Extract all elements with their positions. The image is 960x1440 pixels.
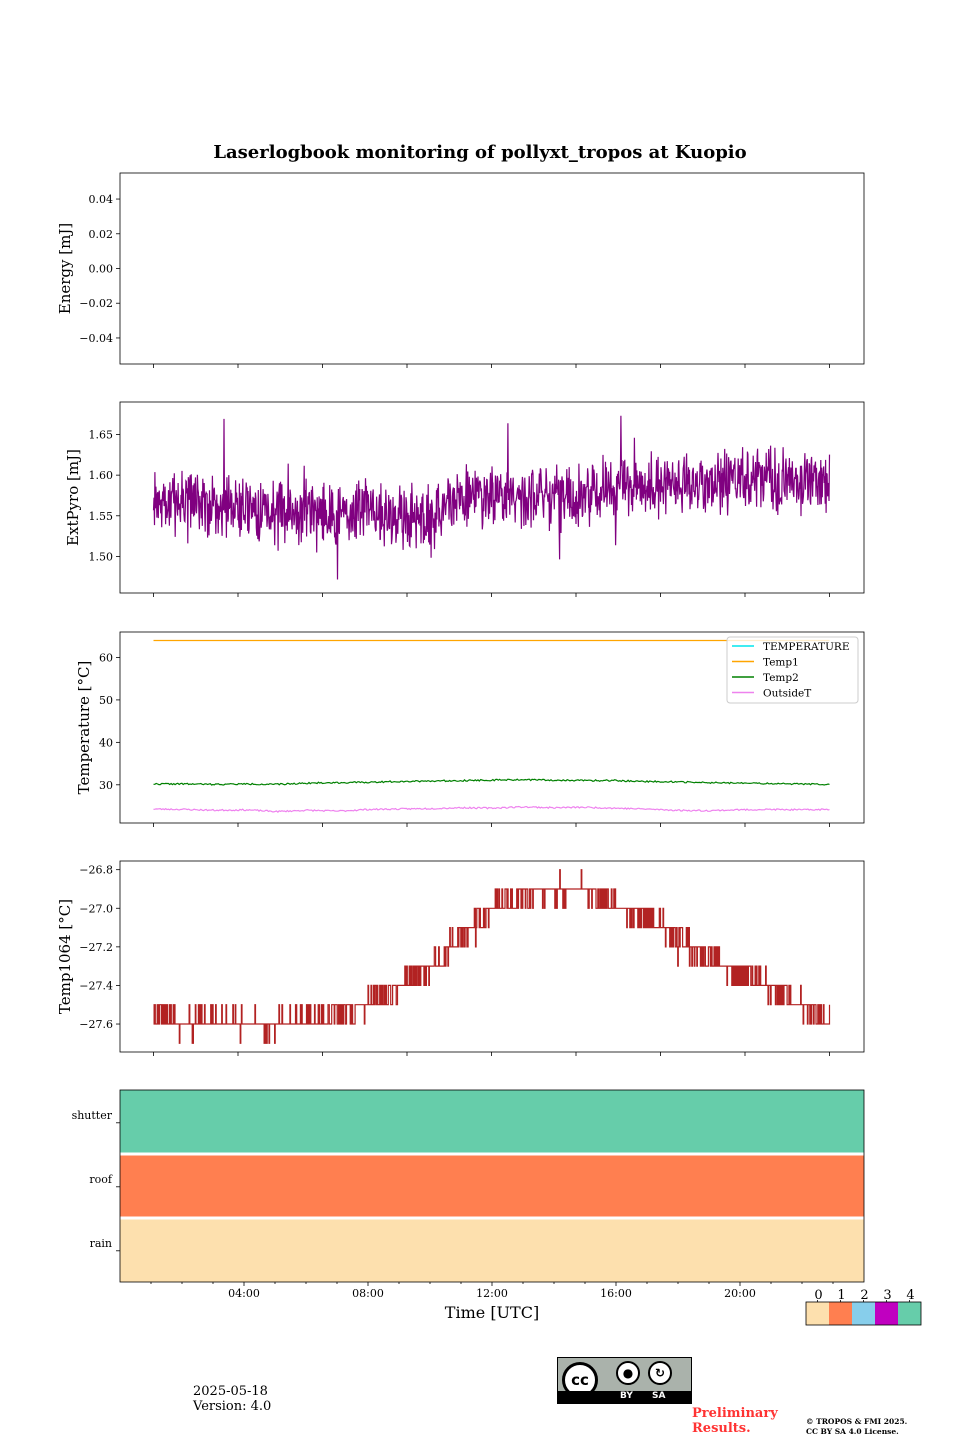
y-tick-label: 30	[99, 779, 113, 792]
panel-frame	[119, 172, 865, 365]
colorbar-label-4: 4	[906, 1288, 914, 1303]
version-label: Version: 4.0	[193, 1399, 272, 1414]
y-tick-label: 1.60	[89, 469, 114, 482]
colorbar-cell-2	[852, 1302, 875, 1325]
y-tick-label: −27.0	[79, 902, 113, 915]
attribution-icon: ●	[616, 1361, 640, 1385]
y-axis-label: Temperature [°C]	[75, 661, 93, 795]
series-line-outsidet	[153, 805, 830, 814]
colorbar-cell-3	[875, 1302, 898, 1325]
cc-license-bar: BY SA	[558, 1391, 691, 1403]
y-tick-label: 1.55	[89, 510, 114, 523]
colorbar-label-0: 0	[814, 1288, 822, 1303]
colorbar-cell-4	[898, 1302, 921, 1325]
series-line-temp2	[153, 778, 830, 786]
y-tick-label: −27.2	[79, 941, 113, 954]
colorbar-cell-0	[806, 1302, 829, 1325]
panel-frame	[119, 401, 865, 594]
y-tick-label: 60	[99, 651, 113, 664]
y-tick-label: 0.02	[89, 228, 114, 241]
x-axis-label: Time [UTC]	[445, 1303, 539, 1322]
row-label-roof: roof	[89, 1173, 113, 1186]
colorbar-label-3: 3	[883, 1288, 891, 1303]
legend-box	[726, 636, 859, 704]
colorbar-frame	[805, 1301, 922, 1326]
colorbar-cell-1	[829, 1302, 852, 1325]
panel-3: 30 40 50 60 Temperature [°C] TEMPERATURE Temp1…	[75, 631, 865, 827]
status-row-roof	[120, 1155, 864, 1217]
y-axis-label: ExtPyro [mJ]	[64, 449, 82, 546]
panel-frame	[119, 860, 865, 1053]
y-tick-label: 40	[99, 736, 113, 749]
y-axis-label: Energy [mJ]	[56, 223, 74, 314]
colorbar-label-1: 1	[837, 1288, 845, 1303]
figure-title: Laserlogbook monitoring of pollyxt_tropo…	[213, 142, 746, 163]
row-label-shutter: shutter	[72, 1109, 113, 1122]
panel-4: −27.6 −27.4 −27.2 −27.0 −26.8 Temp1064 [°C]	[56, 860, 865, 1056]
share-alike-icon: ↻	[648, 1361, 672, 1385]
y-axis-label: Temp1064 [°C]	[56, 899, 74, 1014]
x-tick-label: 08:00	[352, 1287, 384, 1300]
y-tick-label: 50	[99, 694, 113, 707]
status-row-shutter	[120, 1090, 864, 1153]
legend-label-outsidet: OutsideT	[763, 688, 811, 700]
date-version-block: 2025-05-18 Version: 4.0	[193, 1384, 271, 1414]
copyright-line-1: © TROPOS & FMI 2025.	[806, 1417, 908, 1426]
y-tick-label: 1.50	[89, 550, 114, 563]
date-label: 2025-05-18	[193, 1384, 268, 1399]
panel-frame	[119, 631, 865, 824]
x-tick-label: 20:00	[724, 1287, 756, 1300]
x-tick-label: 12:00	[476, 1287, 508, 1300]
x-tick-label: 04:00	[228, 1287, 260, 1300]
panel-5: shutter roof rain 04:00 08:00 12:00 16:00 20:00…	[72, 1089, 922, 1326]
copyright-line-2: CC BY SA 4.0 License.	[806, 1427, 899, 1436]
y-tick-label: 1.65	[89, 429, 114, 442]
colorbar-label-2: 2	[860, 1288, 868, 1303]
series-line-temp1064	[153, 869, 831, 1044]
series-line-extpyro	[152, 415, 831, 580]
y-tick-label: −27.4	[79, 979, 113, 992]
y-tick-label: −0.02	[79, 297, 113, 310]
legend-label-temperature: TEMPERATURE	[763, 641, 850, 653]
panel-2: 1.50 1.55 1.60 1.65 ExtPyro [mJ]	[64, 401, 865, 597]
preliminary-label: Preliminary Results.	[692, 1406, 778, 1436]
legend: TEMPERATURE Temp1 Temp2 OutsideT	[726, 636, 859, 704]
y-tick-label: −27.6	[79, 1018, 113, 1031]
row-label-rain: rain	[90, 1237, 112, 1250]
license-sa-label: SA	[652, 1391, 666, 1401]
y-tick-label: 0.04	[89, 193, 114, 206]
y-tick-label: −26.8	[79, 864, 113, 877]
status-row-rain	[120, 1219, 864, 1282]
x-tick-label: 16:00	[600, 1287, 632, 1300]
panel-1: −0.04 −0.02 0.00 0.02 0.04 Energy [mJ]	[56, 172, 865, 368]
license-by-label: BY	[620, 1391, 633, 1401]
y-tick-label: −0.04	[79, 332, 113, 345]
legend-label-temp1: Temp1	[763, 657, 799, 669]
legend-label-temp2: Temp2	[763, 672, 799, 684]
cc-license-badge: cc ● ↻ BY SA	[557, 1357, 692, 1404]
cc-icon-label: cc	[571, 1371, 589, 1389]
y-tick-label: 0.00	[89, 263, 114, 276]
copyright-block: © TROPOS & FMI 2025. CC BY SA 4.0 Licens…	[806, 1417, 946, 1437]
